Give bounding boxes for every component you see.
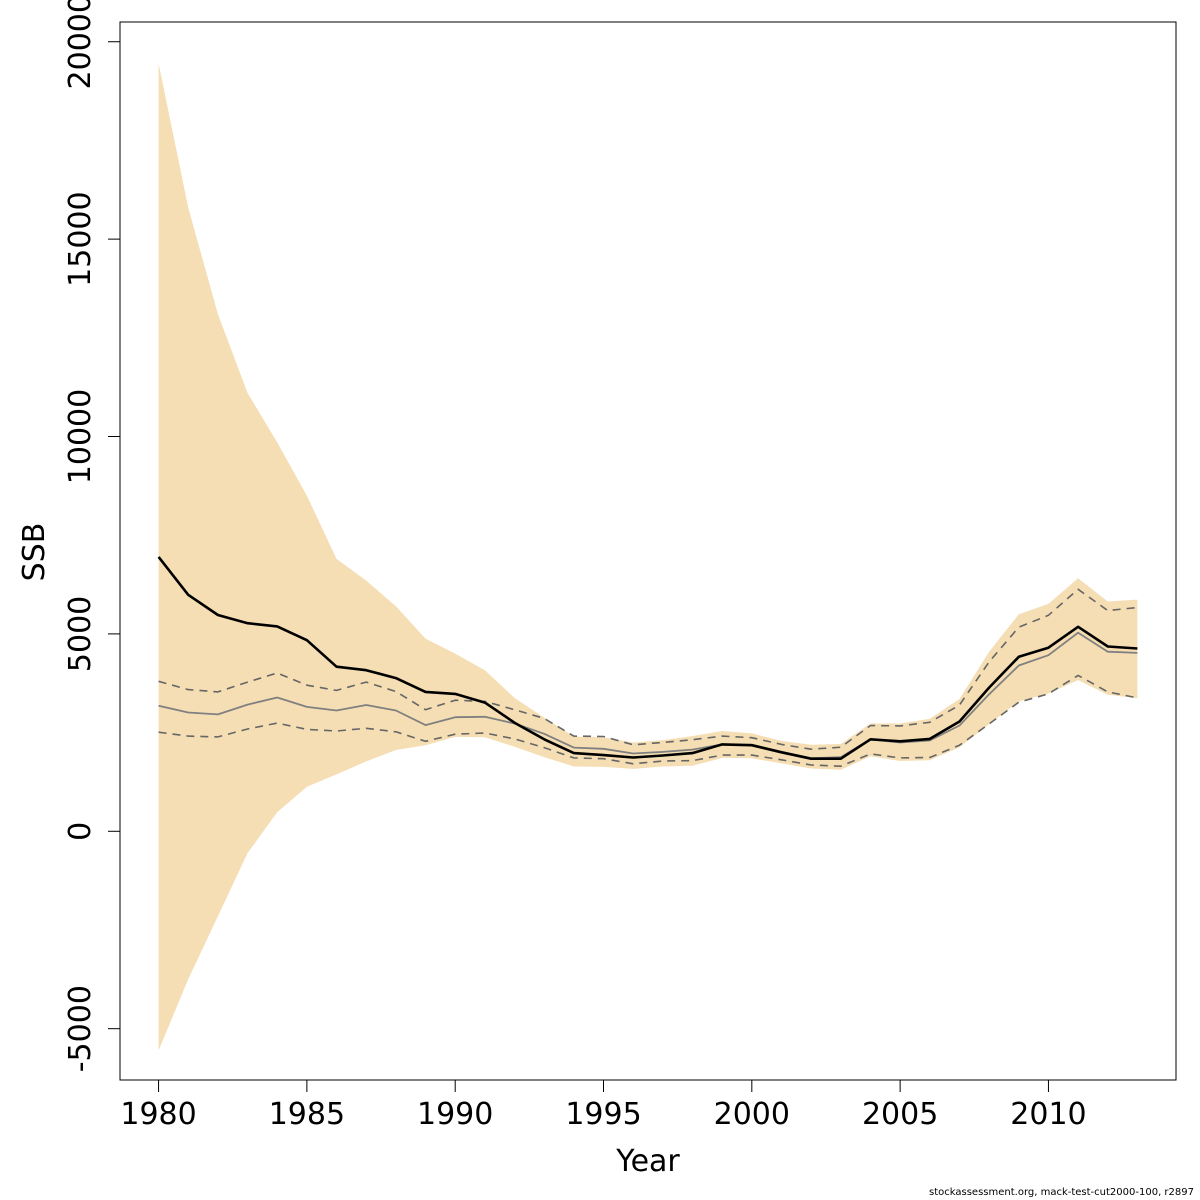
confidence-band-layer xyxy=(158,63,1138,1051)
y-tick-label: 20000 xyxy=(63,0,98,89)
x-tick-label: 1985 xyxy=(269,1097,345,1132)
y-axis: -5000 0 5000 10000 15000 20000 xyxy=(63,0,121,1072)
x-axis-label: Year xyxy=(615,1144,680,1179)
x-tick-label: 1980 xyxy=(120,1097,196,1132)
ssb-estimate-line xyxy=(157,556,1138,761)
x-tick-label: 2000 xyxy=(714,1097,790,1132)
x-tick-label: 1995 xyxy=(565,1097,641,1132)
x-axis: 1980 1985 1990 1995 2000 2005 2010 xyxy=(120,1079,1087,1132)
y-tick-label: 5000 xyxy=(63,596,98,672)
y-tick-label: 0 xyxy=(63,822,98,841)
ssb-upper-quantile-line xyxy=(158,588,1138,751)
x-tick-label: 2010 xyxy=(1010,1097,1086,1132)
confidence-band xyxy=(158,63,1138,1051)
y-axis-label: SSB xyxy=(17,523,52,582)
y-tick-label: 10000 xyxy=(63,389,98,484)
series-layer xyxy=(157,556,1138,768)
source-footnote: stockassessment.org, mack-test-cut2000-1… xyxy=(929,1187,1194,1198)
y-tick-label: -5000 xyxy=(63,985,98,1072)
ssb-median-line xyxy=(158,631,1138,760)
x-tick-label: 1990 xyxy=(417,1097,493,1132)
x-tick-label: 2005 xyxy=(862,1097,938,1132)
y-tick-label: 15000 xyxy=(63,191,98,286)
